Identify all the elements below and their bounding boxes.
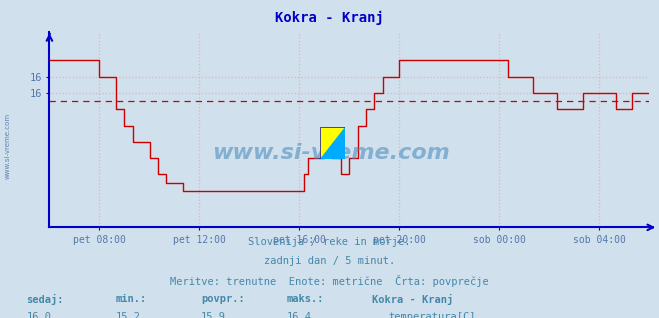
Text: min.:: min.: <box>115 294 146 304</box>
Text: sedaj:: sedaj: <box>26 294 64 305</box>
Text: www.si-vreme.com: www.si-vreme.com <box>212 143 450 163</box>
Text: 16,0: 16,0 <box>26 312 51 318</box>
Text: 15,9: 15,9 <box>201 312 226 318</box>
Text: 16,4: 16,4 <box>287 312 312 318</box>
Text: 15,2: 15,2 <box>115 312 140 318</box>
Text: zadnji dan / 5 minut.: zadnji dan / 5 minut. <box>264 256 395 266</box>
Polygon shape <box>320 127 345 159</box>
Text: temperatura[C]: temperatura[C] <box>389 312 476 318</box>
Text: maks.:: maks.: <box>287 294 324 304</box>
Text: Kokra - Kranj: Kokra - Kranj <box>372 294 453 305</box>
Text: Meritve: trenutne  Enote: metrične  Črta: povprečje: Meritve: trenutne Enote: metrične Črta: … <box>170 275 489 287</box>
Text: Kokra - Kranj: Kokra - Kranj <box>275 11 384 25</box>
Text: Slovenija / reke in morje.: Slovenija / reke in morje. <box>248 237 411 247</box>
Polygon shape <box>320 127 345 159</box>
Text: povpr.:: povpr.: <box>201 294 244 304</box>
Text: www.si-vreme.com: www.si-vreme.com <box>5 113 11 179</box>
